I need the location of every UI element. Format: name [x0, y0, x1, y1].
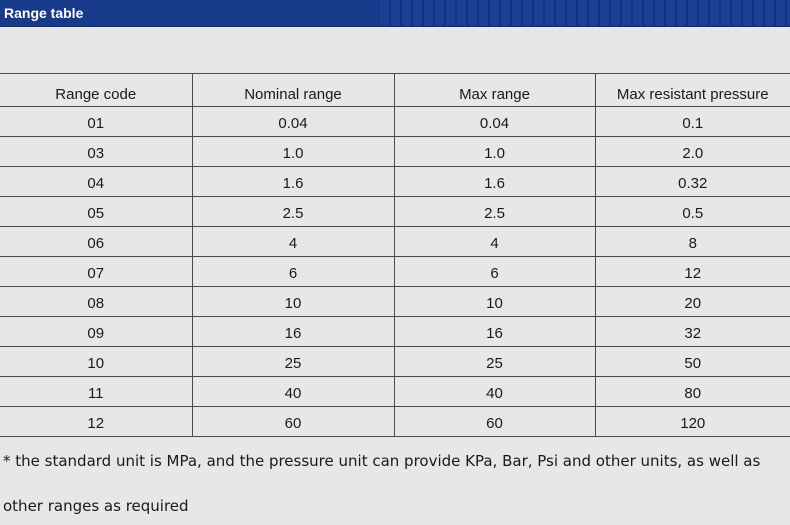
table-row: 04 1.6 1.6 0.32 [0, 166, 790, 197]
cell-max-range: 1.6 [393, 166, 595, 197]
range-table: Range code Nominal range Max range Max r… [0, 73, 790, 437]
cell-nominal-range: 4 [191, 226, 394, 257]
cell-range-code: 07 [0, 256, 192, 287]
cell-nominal-range: 1.6 [191, 166, 394, 197]
table-header-row: Range code Nominal range Max range Max r… [0, 73, 790, 107]
cell-max-range: 25 [393, 346, 595, 377]
cell-max-range: 40 [393, 376, 595, 407]
column-header-max-range: Max range [393, 73, 595, 107]
cell-nominal-range: 1.0 [191, 136, 394, 167]
cell-max-range: 60 [393, 406, 595, 437]
cell-max-range: 16 [393, 316, 595, 347]
section-title-bar: Range table [0, 0, 790, 27]
cell-range-code: 11 [0, 376, 192, 407]
table-row: 06 4 4 8 [0, 226, 790, 257]
cell-max-range: 0.04 [393, 106, 595, 137]
cell-max-resistant-pressure: 0.1 [594, 106, 790, 137]
table-row: 07 6 6 12 [0, 256, 790, 287]
column-header-max-resistant-pressure: Max resistant pressure [594, 73, 790, 107]
footnote-line-2: other ranges as required [3, 497, 189, 515]
cell-max-range: 2.5 [393, 196, 595, 227]
range-table-container: Range code Nominal range Max range Max r… [0, 73, 790, 437]
cell-nominal-range: 25 [191, 346, 394, 377]
section-title: Range table [4, 5, 84, 21]
cell-max-resistant-pressure: 20 [594, 286, 790, 317]
table-row: 03 1.0 1.0 2.0 [0, 136, 790, 167]
cell-nominal-range: 40 [191, 376, 394, 407]
cell-nominal-range: 0.04 [191, 106, 394, 137]
cell-max-resistant-pressure: 2.0 [594, 136, 790, 167]
cell-nominal-range: 2.5 [191, 196, 394, 227]
table-row: 05 2.5 2.5 0.5 [0, 196, 790, 227]
cell-max-resistant-pressure: 50 [594, 346, 790, 377]
cell-max-range: 10 [393, 286, 595, 317]
table-row: 12 60 60 120 [0, 406, 790, 437]
table-row: 09 16 16 32 [0, 316, 790, 347]
title-bar-pattern [380, 0, 790, 26]
cell-max-resistant-pressure: 12 [594, 256, 790, 287]
cell-nominal-range: 10 [191, 286, 394, 317]
cell-max-resistant-pressure: 0.5 [594, 196, 790, 227]
cell-max-resistant-pressure: 120 [594, 406, 790, 437]
cell-nominal-range: 6 [191, 256, 394, 287]
column-header-range-code: Range code [0, 73, 192, 107]
table-body: 01 0.04 0.04 0.1 03 1.0 1.0 2.0 04 1.6 1.6 0.32 05 2.… [0, 106, 790, 437]
cell-range-code: 04 [0, 166, 192, 197]
cell-max-range: 4 [393, 226, 595, 257]
cell-range-code: 09 [0, 316, 192, 347]
cell-max-resistant-pressure: 80 [594, 376, 790, 407]
cell-range-code: 06 [0, 226, 192, 257]
cell-nominal-range: 60 [191, 406, 394, 437]
cell-range-code: 12 [0, 406, 192, 437]
cell-max-resistant-pressure: 0.32 [594, 166, 790, 197]
cell-range-code: 05 [0, 196, 192, 227]
footnote-line-1: * the standard unit is MPa, and the pres… [3, 452, 761, 470]
cell-range-code: 01 [0, 106, 192, 137]
cell-max-resistant-pressure: 32 [594, 316, 790, 347]
cell-range-code: 03 [0, 136, 192, 167]
cell-max-range: 1.0 [393, 136, 595, 167]
table-row: 11 40 40 80 [0, 376, 790, 407]
cell-max-range: 6 [393, 256, 595, 287]
column-header-nominal-range: Nominal range [191, 73, 394, 107]
table-row: 08 10 10 20 [0, 286, 790, 317]
table-row: 01 0.04 0.04 0.1 [0, 106, 790, 137]
cell-nominal-range: 16 [191, 316, 394, 347]
cell-max-resistant-pressure: 8 [594, 226, 790, 257]
cell-range-code: 10 [0, 346, 192, 377]
table-row: 10 25 25 50 [0, 346, 790, 377]
cell-range-code: 08 [0, 286, 192, 317]
